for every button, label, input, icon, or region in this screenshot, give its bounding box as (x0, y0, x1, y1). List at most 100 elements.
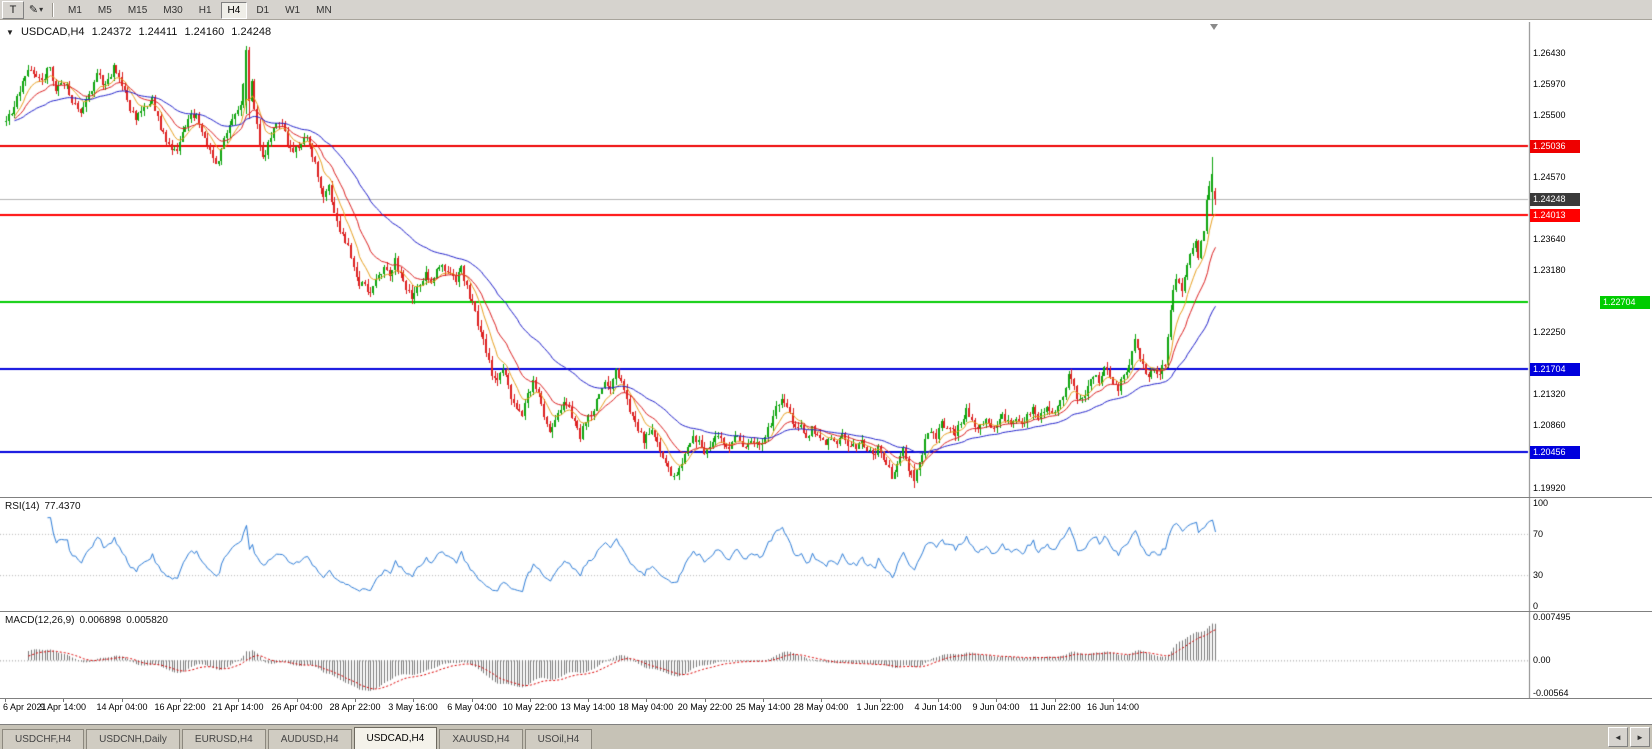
one-click-trading-arrow-icon[interactable]: ▼ (6, 28, 14, 37)
time-axis-tick (1055, 699, 1056, 702)
rsi-header: RSI(14) 77.4370 (5, 501, 86, 512)
ohlc-high: 1.24411 (138, 26, 178, 38)
top-toolbar: T ✎ ▾ M1 M5 M15 M30 H1 H4 D1 W1 MN (0, 0, 1652, 20)
chart-tab-usdchf[interactable]: USDCHF,H4 (2, 729, 85, 749)
timeframe-button-mn[interactable]: MN (316, 5, 332, 16)
time-axis-label: 11 Jun 22:00 (1029, 702, 1081, 712)
time-axis-tick (705, 699, 706, 702)
draw-tool-button[interactable]: ✎ ▾ (26, 2, 46, 18)
chart-symbol-period: USDCAD,H4 (20, 26, 85, 38)
rsi-level-label: 0 (1533, 601, 1539, 611)
hline-price-tag[interactable]: 1.25036 (1530, 140, 1580, 154)
time-axis-label: 10 May 22:00 (502, 702, 558, 712)
macd-signal-value: 0.005820 (126, 615, 168, 626)
timeframe-button-m15[interactable]: M15 (127, 5, 148, 16)
price-tick-label: 1.23640 (1533, 234, 1566, 245)
ohlc-open: 1.24372 (91, 26, 132, 38)
price-tick-label: 1.23180 (1533, 265, 1566, 276)
panel-divider[interactable] (0, 611, 1652, 612)
rsi-panel[interactable] (0, 498, 1652, 611)
price-tick-label: 1.21320 (1533, 389, 1566, 400)
panel-divider (0, 698, 1652, 699)
text-tool-button[interactable]: T (2, 0, 24, 19)
price-chart[interactable] (0, 22, 1652, 497)
time-axis-label: 6 May 04:00 (447, 702, 497, 712)
chart-tab-audusd[interactable]: AUDUSD,H4 (267, 729, 352, 749)
timeframe-button-m5[interactable]: M5 (97, 5, 112, 16)
chart-tab-usdcnh[interactable]: USDCNH,Daily (86, 729, 180, 749)
chart-tab-eurusd[interactable]: EURUSD,H4 (181, 729, 266, 749)
time-axis-tick (122, 699, 123, 702)
chart-shift-marker[interactable] (1210, 24, 1218, 30)
timeframe-button-w1[interactable]: W1 (285, 5, 301, 16)
price-tick-label: 1.22250 (1533, 327, 1566, 338)
time-axis-tick (646, 699, 647, 702)
rsi-level-label: 100 (1533, 498, 1549, 508)
macd-level-label: 0.007495 (1533, 612, 1571, 622)
price-tick-label: 1.25970 (1533, 79, 1566, 90)
chart-tab-xauusd[interactable]: XAUUSD,H4 (439, 729, 523, 749)
time-axis-tick (938, 699, 939, 702)
time-axis-tick (530, 699, 531, 702)
time-axis-label: 28 May 04:00 (793, 702, 849, 712)
timeframe-button-h4[interactable]: H4 (220, 2, 248, 19)
time-axis-label: 21 Apr 14:00 (212, 702, 264, 712)
dropdown-arrow-icon: ▾ (39, 5, 44, 14)
time-axis-tick (588, 699, 589, 702)
time-axis-label: 28 Apr 22:00 (329, 702, 381, 712)
time-axis-tick (63, 699, 64, 702)
time-axis-tick (355, 699, 356, 702)
scroll-right-icon: ► (1636, 732, 1644, 742)
hline-price-tag[interactable]: 1.24013 (1530, 208, 1580, 222)
rsi-name: RSI(14) (5, 501, 40, 512)
scroll-left-icon: ◄ (1614, 732, 1622, 742)
time-axis-label: 6 Apr 2021 (3, 702, 47, 712)
price-tick-label: 1.20860 (1533, 419, 1566, 430)
tab-scroll-left-button[interactable]: ◄ (1608, 727, 1628, 747)
time-axis-tick (996, 699, 997, 702)
time-axis-tick (297, 699, 298, 702)
macd-panel[interactable] (0, 612, 1652, 698)
rsi-level-label: 70 (1533, 528, 1544, 539)
chart-tab-usdcad[interactable]: USDCAD,H4 (353, 727, 438, 749)
time-axis-tick (180, 699, 181, 702)
toolbar-separator (52, 2, 54, 17)
time-axis-label: 9 Jun 04:00 (972, 702, 1020, 712)
time-axis-label: 1 Jun 22:00 (856, 702, 904, 712)
chart-tab-usoil[interactable]: USOil,H4 (524, 729, 593, 749)
price-tick-label: 1.25500 (1533, 110, 1566, 121)
chart-tabs-bar: USDCHF,H4 USDCNH,Daily EURUSD,H4 AUDUSD,H4 U… (0, 724, 1652, 749)
macd-main-value: 0.006898 (79, 615, 122, 626)
rsi-value: 77.4370 (44, 501, 81, 512)
timeframe-button-m30[interactable]: M30 (163, 5, 183, 16)
chart-tabs: USDCHF,H4 USDCNH,Daily EURUSD,H4 AUDUSD,H4 U… (0, 727, 593, 749)
ohlc-low: 1.24160 (184, 26, 225, 38)
hline-price-tag[interactable]: 1.20456 (1530, 445, 1580, 459)
macd-header: MACD(12,26,9) 0.006898 0.005820 (5, 615, 173, 626)
timeframe-button-d1[interactable]: D1 (256, 5, 270, 16)
time-axis-label: 26 Apr 04:00 (271, 702, 323, 712)
tab-scroll-right-button[interactable]: ► (1630, 727, 1650, 747)
tab-scroll-buttons: ◄ ► (1608, 727, 1650, 747)
panel-divider[interactable] (0, 497, 1652, 498)
time-axis-tick (763, 699, 764, 702)
hline-price-tag[interactable]: 1.21704 (1530, 362, 1580, 376)
macd-level-label: -0.00564 (1533, 688, 1569, 698)
hline-price-tag[interactable]: 1.22704 (1600, 295, 1650, 309)
ohlc-close: 1.24248 (231, 26, 272, 38)
current-price-tag: 1.24248 (1530, 192, 1580, 206)
timeframe-button-h1[interactable]: H1 (198, 5, 212, 16)
price-tick-label: 1.24570 (1533, 172, 1566, 183)
time-axis-tick (5, 699, 6, 702)
time-axis-tick (472, 699, 473, 702)
time-axis-tick (821, 699, 822, 702)
rsi-level-label: 30 (1533, 570, 1544, 581)
timeframe-button-m1[interactable]: M1 (68, 5, 82, 16)
macd-level-label: 0.00 (1533, 655, 1551, 666)
time-axis-label: 14 Apr 04:00 (96, 702, 148, 712)
timeframe-button-group: M1 M5 M15 M30 H1 H4 D1 W1 MN (60, 0, 340, 19)
time-axis-label: 20 May 22:00 (677, 702, 733, 712)
time-axis-label: 16 Jun 14:00 (1086, 702, 1140, 712)
chart-title: ▼ USDCAD,H4 1.24372 1.24411 1.24160 1.24… (6, 26, 275, 38)
time-axis-label: 25 May 14:00 (735, 702, 791, 712)
